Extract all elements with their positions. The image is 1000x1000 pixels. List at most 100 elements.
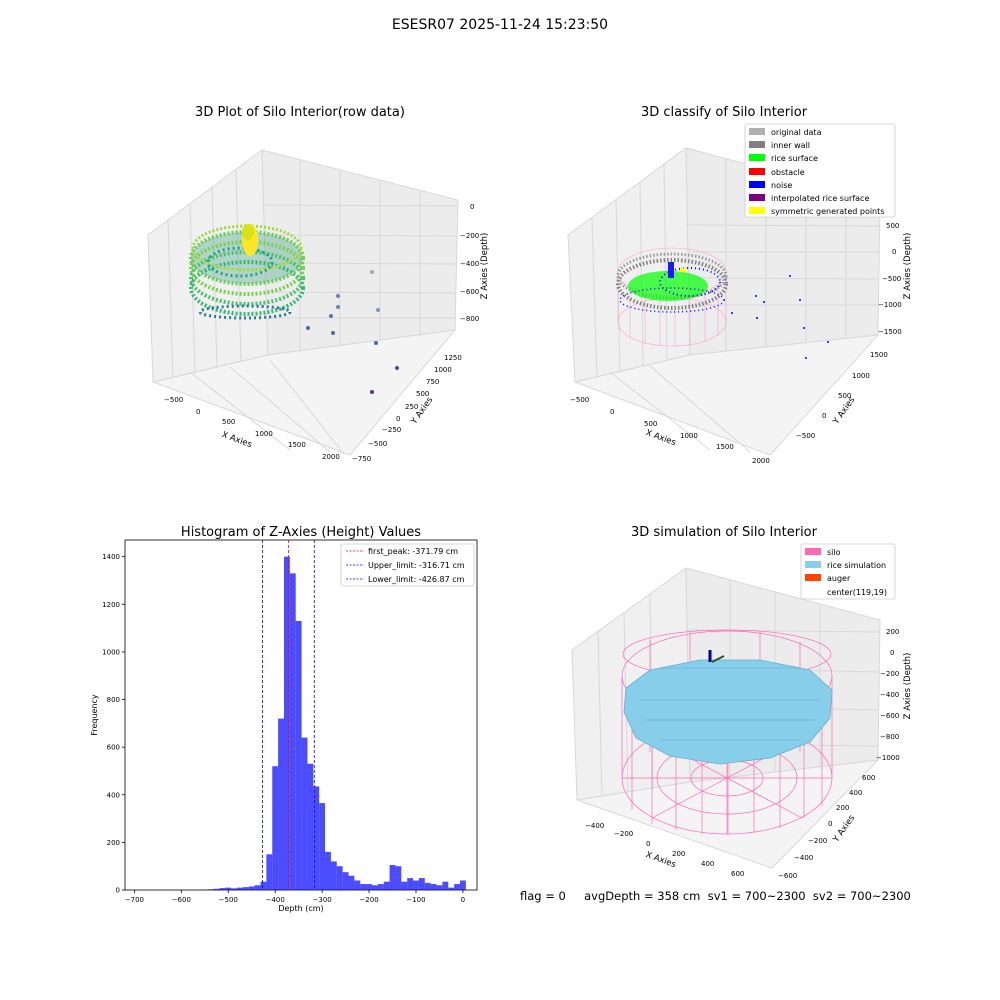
panel3-title: Histogram of Z-Axies (Height) Values <box>181 525 421 540</box>
legend-item: noise <box>749 179 884 192</box>
panel1-ytick: 0 <box>396 415 400 423</box>
panel1-ztick: 0 <box>470 203 474 211</box>
panel2-ztick: −1500 <box>878 328 902 336</box>
histogram-bar <box>330 861 337 890</box>
legend-item: silo <box>805 546 887 559</box>
histogram-x-tick-label: −700 <box>125 896 144 904</box>
histogram-bar <box>366 884 372 890</box>
panel2-ytick: 1500 <box>870 351 888 359</box>
histogram-bar <box>266 854 273 890</box>
histogram-y-tick-label: 800 <box>107 696 120 704</box>
histogram-bar <box>213 888 220 890</box>
panel1-outlier-point <box>331 331 335 335</box>
panel2-ytick: 1000 <box>852 372 870 380</box>
legend-swatch <box>749 180 765 188</box>
histogram-bar <box>401 881 408 890</box>
histogram-bar <box>383 881 390 890</box>
histogram-bar <box>436 885 443 890</box>
panel4-ylabel: Y Axies <box>831 813 858 845</box>
histogram-bar <box>342 872 349 890</box>
panel1-ztick: −400 <box>460 260 479 268</box>
panel1-outlier-point <box>370 270 374 274</box>
histogram-bar <box>395 866 402 890</box>
panel4-ytick: −400 <box>794 854 813 862</box>
histogram-y-tick-label: 1400 <box>102 553 120 561</box>
panel4-xtick: 0 <box>646 840 650 848</box>
panel2-xtick: 500 <box>644 420 657 428</box>
panel-histogram: Histogram of Z-Axies (Height) Values −70… <box>90 525 478 913</box>
legend-label: inner wall <box>771 141 811 151</box>
legend-swatch <box>749 167 765 175</box>
panel4-ztick: −400 <box>880 691 899 699</box>
histogram-reference-lines <box>262 540 315 890</box>
panel1-outlier-point <box>336 305 340 309</box>
panel1-ticks: −500 0 500 1000 1500 2000 −750 −500 −250… <box>164 203 479 463</box>
histogram-bar <box>278 718 284 890</box>
histogram-bar <box>254 885 261 890</box>
histogram-bar <box>295 620 302 890</box>
panel4-ztick: 200 <box>886 628 899 636</box>
panel1-point-cloud <box>189 224 305 320</box>
panel1-zlabel: Z Axies (Depth) <box>480 233 490 300</box>
histogram-bar <box>413 880 419 890</box>
panel4-ztick: −600 <box>880 712 899 720</box>
legend-label: symmetric generated points <box>771 207 885 217</box>
histogram-bar <box>219 888 226 890</box>
histogram-y-tick-label: 400 <box>107 791 120 799</box>
panel4-xtick: 600 <box>731 870 744 878</box>
histogram-bar <box>272 766 279 890</box>
panel1-box <box>147 149 459 456</box>
histogram-bar <box>225 887 232 890</box>
histogram-bar <box>377 884 384 890</box>
histogram-bar <box>418 878 425 890</box>
status-footer: flag = 0 avgDepth = 358 cm sv1 = 700~230… <box>520 889 911 903</box>
histogram-bar <box>448 887 455 890</box>
panel1-ytick: 500 <box>416 390 429 398</box>
histogram-bar <box>354 880 361 890</box>
panel2-ytick: 0 <box>822 412 826 420</box>
histogram-legend: first_peak: -371.79 cm Upper_limit: -316… <box>340 543 475 587</box>
panel1-ztick: −600 <box>460 288 479 296</box>
panel4-xtick: 400 <box>701 860 714 868</box>
histogram-y-tick-label: 1200 <box>102 601 120 609</box>
histogram-bar <box>319 803 326 890</box>
panel4-zlabel: Z Axies (Depth) <box>903 653 913 720</box>
legend-upper-limit: Upper_limit: -316.71 cm <box>368 561 465 570</box>
figure-suptitle: ESESR07 2025-11-24 15:23:50 <box>391 17 609 33</box>
panel4-ytick: −200 <box>808 837 827 845</box>
panel2-ytick: 500 <box>838 392 851 400</box>
panel4-ytick: 600 <box>862 774 875 782</box>
histogram-bars <box>201 556 466 890</box>
panel2-zlabel: Z Axies (Depth) <box>903 233 913 300</box>
legend-swatch <box>805 574 821 582</box>
legend-label: rice surface <box>771 154 818 164</box>
panel1-ytick: −750 <box>352 455 371 463</box>
legend-swatch <box>749 194 765 202</box>
panel1-outlier-point <box>395 366 399 370</box>
panel1-title: 3D Plot of Silo Interior(row data) <box>195 105 405 120</box>
legend-first-peak: first_peak: -371.79 cm <box>368 547 458 556</box>
legend-swatch <box>749 207 765 215</box>
panel1-xtick: 1000 <box>255 430 273 438</box>
histogram-ylabel: Frequency <box>90 694 99 736</box>
panel1-ytick: 750 <box>426 378 439 386</box>
legend-swatch <box>749 154 765 162</box>
panel1-outlier-point <box>374 341 378 345</box>
histogram-y-tick-label: 200 <box>107 839 120 847</box>
panel4-xtick: −400 <box>585 822 604 830</box>
histogram-bar <box>313 786 320 890</box>
legend-label: rice simulation <box>827 561 887 571</box>
legend-label: auger <box>827 574 851 584</box>
legend-item: rice simulation <box>805 559 887 572</box>
histogram-bar <box>237 887 243 890</box>
panel2-point-cloud <box>616 252 829 359</box>
panel1-ytick: 1250 <box>444 354 462 362</box>
panel2-xtick: 1000 <box>680 432 698 440</box>
panel1-xtick: 0 <box>196 408 200 416</box>
histogram-x-tick-label: −100 <box>406 896 425 904</box>
panel1-ytick: −250 <box>382 426 401 434</box>
panel1-outlier-point <box>336 294 340 298</box>
histogram-bar <box>301 737 308 890</box>
panel1-xtick: −500 <box>164 396 183 404</box>
